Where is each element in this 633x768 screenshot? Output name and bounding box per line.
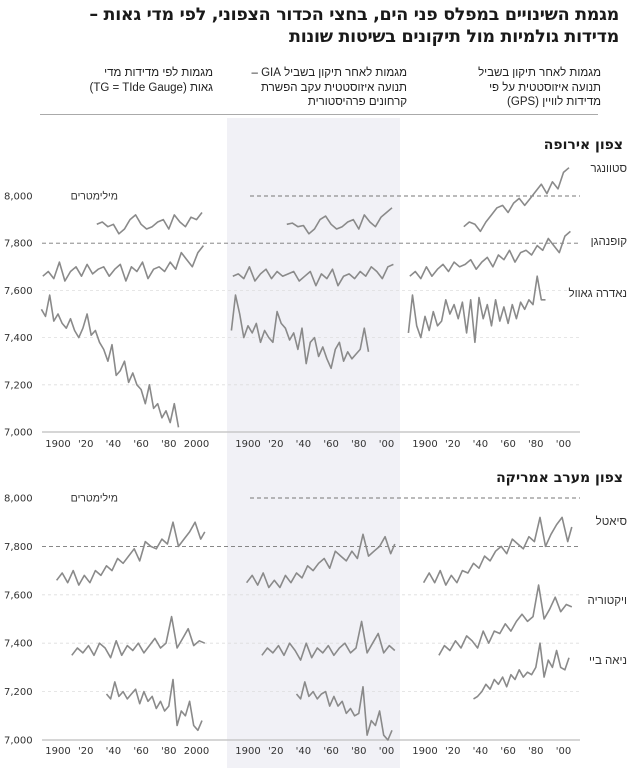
- header-divider: [40, 114, 598, 115]
- y-tick-label: 7,400: [4, 639, 33, 650]
- x-tick-label: '40: [296, 439, 311, 450]
- series-line-gia: [232, 263, 394, 287]
- x-tick-label: 1900: [45, 746, 70, 757]
- y-tick-label: 7,400: [4, 333, 33, 344]
- x-tick-label: '80: [528, 439, 543, 450]
- x-tick-label: '20: [445, 746, 460, 757]
- series-line-gps: [422, 516, 573, 586]
- x-tick-label: '60: [500, 746, 515, 757]
- unit-label: מילימטרים: [71, 191, 118, 203]
- series-line-gps: [438, 584, 573, 656]
- y-tick-label: 7,600: [4, 590, 33, 601]
- x-tick-label: '40: [296, 746, 311, 757]
- chart-title: מגמת השינויים במפלס פני הים, בחצי הכדור …: [9, 4, 619, 48]
- x-tick-label: '40: [473, 439, 488, 450]
- unit-label: מילימטרים: [71, 493, 118, 505]
- x-tick-label: '60: [133, 439, 148, 450]
- series-line-tg: [55, 521, 206, 586]
- gia-column-band: [227, 118, 400, 768]
- x-tick-label: '60: [500, 439, 515, 450]
- y-tick-label: 7,000: [4, 428, 33, 439]
- x-tick-label: '80: [161, 439, 176, 450]
- x-tick-label: 2000: [184, 439, 209, 450]
- series-line-gps: [407, 275, 546, 344]
- y-tick-label: 7,800: [4, 542, 33, 553]
- series-line-tg: [105, 678, 203, 732]
- series-line-tg: [71, 615, 206, 659]
- x-tick-label: '20: [268, 746, 283, 757]
- y-tick-label: 7,800: [4, 239, 33, 250]
- x-tick-label: '00: [556, 746, 571, 757]
- column-header-gps: מגמות לאחר תיקון בשביל תנועה איזוסטטית ע…: [431, 66, 601, 110]
- x-tick-label: '40: [106, 439, 121, 450]
- column-header-gia: מגמות לאחר תיקון בשביל GIA – תנועה איזוס…: [227, 66, 407, 110]
- station-label: נאדרה גאוול: [568, 287, 627, 300]
- x-tick-label: 1900: [45, 439, 70, 450]
- y-tick-label: 8,000: [4, 494, 33, 505]
- title-line-1: מגמת השינויים במפלס פני הים, בחצי הכדור …: [89, 5, 619, 25]
- x-tick-label: 1900: [235, 746, 260, 757]
- series-line-gia: [295, 681, 393, 741]
- column-header-tg: מגמות לפי מדידות מדי גאות (TG = TIde Gau…: [43, 66, 214, 95]
- station-label: ויקטוריה: [588, 595, 627, 607]
- series-line-tg: [96, 212, 203, 235]
- x-tick-label: '00: [379, 746, 394, 757]
- x-tick-label: '40: [473, 746, 488, 757]
- x-tick-label: 1900: [235, 439, 260, 450]
- column-header-gia-line: קרחונים פרהיסטורית: [307, 96, 407, 108]
- x-tick-label: '20: [78, 746, 93, 757]
- series-line-gps: [473, 642, 570, 700]
- x-tick-label: '80: [351, 439, 366, 450]
- series-line-tg: [40, 294, 180, 428]
- x-tick-label: 1900: [412, 439, 437, 450]
- x-tick-label: '80: [161, 746, 176, 757]
- x-tick-label: '00: [556, 439, 571, 450]
- y-tick-label: 7,000: [4, 736, 33, 747]
- series-line-gia: [261, 620, 396, 661]
- y-tick-label: 7,200: [4, 380, 33, 391]
- x-tick-label: '20: [445, 439, 460, 450]
- series-line-gia: [245, 533, 396, 589]
- column-header-tg-line: מגמות לפי מדידות מדי: [104, 67, 213, 79]
- column-header-gps-line: מגמות לאחר תיקון בשביל: [478, 67, 601, 79]
- series-line-gia: [286, 207, 393, 235]
- series-line-gps: [409, 230, 571, 280]
- y-tick-label: 7,600: [4, 286, 33, 297]
- station-label: סיאטל: [596, 515, 627, 528]
- y-tick-label: 7,200: [4, 687, 33, 698]
- x-tick-label: 1900: [412, 746, 437, 757]
- x-tick-label: 2000: [184, 746, 209, 757]
- x-tick-label: '80: [351, 746, 366, 757]
- x-tick-label: '60: [133, 746, 148, 757]
- section-heading-america: צפון מערב אמריקה: [496, 470, 623, 486]
- column-header-tg-line: גאות (TG = TIde Gauge): [89, 81, 214, 94]
- station-label: קופנהגן: [591, 236, 628, 248]
- series-line-tg: [42, 245, 205, 282]
- x-tick-label: '60: [323, 746, 338, 757]
- series-line-gia: [230, 294, 370, 370]
- column-header-gps-line: מדידות לוויין (GPS): [507, 96, 601, 108]
- x-tick-label: '40: [106, 746, 121, 757]
- y-tick-label: 8,000: [4, 192, 33, 203]
- series-line-gps: [463, 167, 570, 233]
- x-tick-label: '20: [78, 439, 93, 450]
- x-tick-label: '20: [268, 439, 283, 450]
- x-tick-label: '00: [379, 439, 394, 450]
- title-line-2: מדידות גולמיות מול תיקונים בשיטות שונות: [289, 27, 619, 47]
- section-heading-europe: צפון אירופה: [543, 137, 623, 153]
- x-tick-label: '80: [528, 746, 543, 757]
- station-label: ניאה ביי: [589, 655, 627, 667]
- station-label: סטוונגר: [590, 163, 627, 175]
- x-tick-label: '60: [323, 439, 338, 450]
- column-header-gia-line: מגמות לאחר תיקון בשביל GIA –: [251, 67, 407, 79]
- column-header-gia-line: תנועה איזוסטטית עקב הפשרת: [261, 81, 407, 94]
- column-header-gps-line: תנועה איזוסטטית על פי: [489, 81, 601, 94]
